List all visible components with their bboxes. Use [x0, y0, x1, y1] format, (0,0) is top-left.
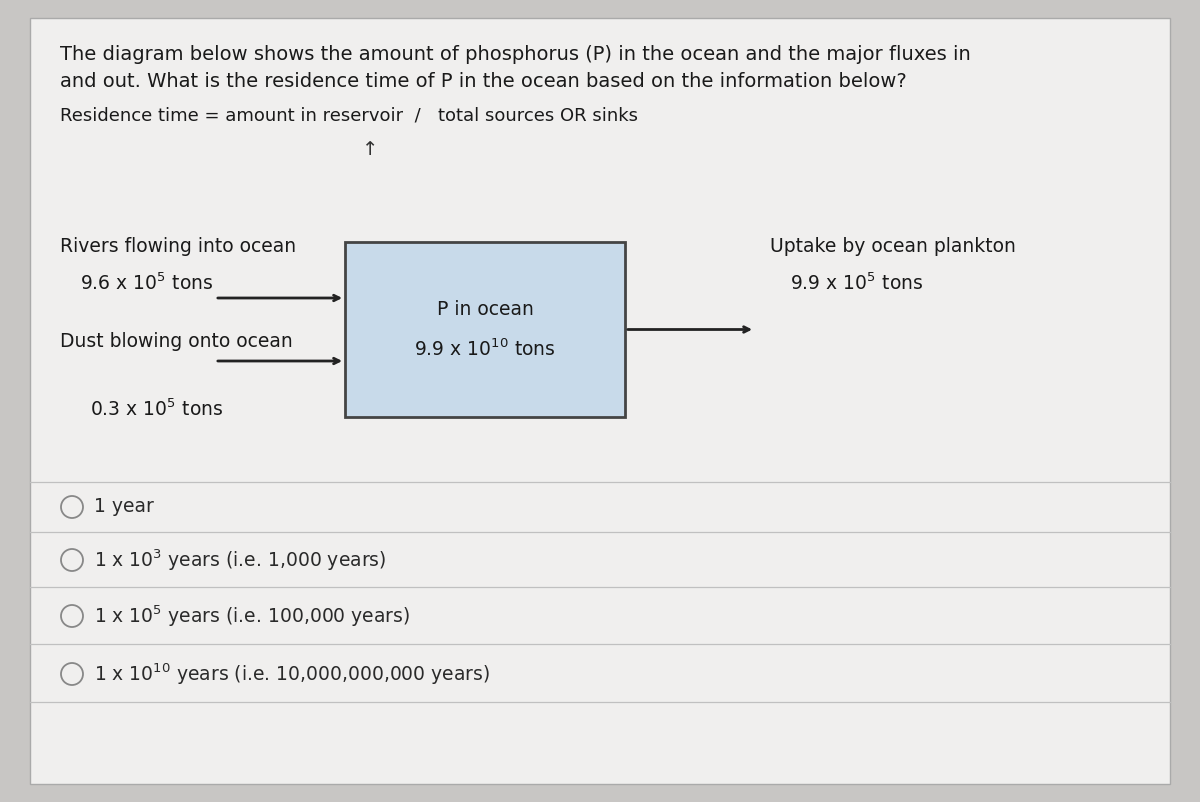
Bar	[346, 242, 625, 417]
Text: and out. What is the residence time of P in the ocean based on the information b: and out. What is the residence time of P…	[60, 72, 907, 91]
Text: 9.9 x 10$^{5}$ tons: 9.9 x 10$^{5}$ tons	[790, 272, 923, 294]
Text: ↑: ↑	[362, 140, 378, 159]
Text: 1 x 10$^{10}$ years (i.e. 10,000,000,000 years): 1 x 10$^{10}$ years (i.e. 10,000,000,000…	[94, 662, 490, 687]
Text: Residence time = amount in reservoir  /   total sources OR sinks: Residence time = amount in reservoir / t…	[60, 107, 638, 125]
Text: Uptake by ocean plankton: Uptake by ocean plankton	[770, 237, 1016, 256]
Text: 1 x 10$^{3}$ years (i.e. 1,000 years): 1 x 10$^{3}$ years (i.e. 1,000 years)	[94, 547, 386, 573]
Text: 1 year: 1 year	[94, 497, 154, 516]
Text: 0.3 x 10$^{5}$ tons: 0.3 x 10$^{5}$ tons	[90, 399, 223, 420]
Text: 9.6 x 10$^{5}$ tons: 9.6 x 10$^{5}$ tons	[80, 272, 214, 294]
Text: The diagram below shows the amount of phosphorus (P) in the ocean and the major : The diagram below shows the amount of ph…	[60, 45, 971, 64]
Text: 9.9 x 10$^{10}$ tons: 9.9 x 10$^{10}$ tons	[414, 338, 556, 360]
Text: Rivers flowing into ocean: Rivers flowing into ocean	[60, 237, 296, 256]
Text: Dust blowing onto ocean: Dust blowing onto ocean	[60, 332, 293, 351]
Text: P in ocean: P in ocean	[437, 300, 534, 319]
Text: 1 x 10$^{5}$ years (i.e. 100,000 years): 1 x 10$^{5}$ years (i.e. 100,000 years)	[94, 603, 410, 629]
